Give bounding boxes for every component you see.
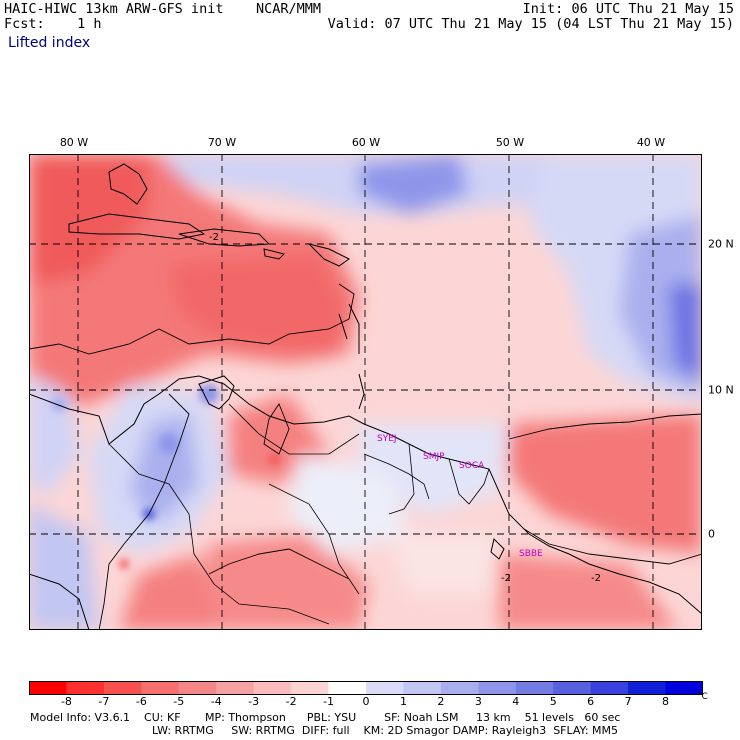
colorbar-tick-label: 5 bbox=[549, 695, 557, 708]
gridlines bbox=[29, 154, 702, 630]
header-left: HAIC-HIWC 13km ARW-GFS init NCAR/MMM Fcst… bbox=[4, 2, 321, 32]
station-smjp: SMJP bbox=[423, 452, 445, 462]
lon-label-70w: 70 W bbox=[207, 136, 237, 149]
colorbar-swatch bbox=[440, 681, 479, 695]
colorbar-swatch bbox=[590, 681, 629, 695]
colorbar-unit: °C bbox=[697, 692, 708, 702]
colorbar-swatch bbox=[328, 681, 367, 695]
model-info-line2: LW: RRTMG SW: RRTMG DIFF: full KM: 2D Sm… bbox=[152, 724, 618, 737]
colorbar-tick-label: 1 bbox=[399, 695, 407, 708]
valid-time: Valid: 07 UTC Thu 21 May 15 (04 LST Thu … bbox=[327, 16, 734, 32]
colorbar-swatch bbox=[141, 681, 180, 695]
colorbar-tick-label: 6 bbox=[587, 695, 595, 708]
field-shading bbox=[29, 154, 702, 630]
country-borders bbox=[108, 403, 490, 625]
colorbar-frame bbox=[29, 681, 703, 695]
colorbar-tick-label: -1 bbox=[323, 695, 335, 708]
lifted-index-map: SYEJ SMJP SOCA SBBE -2 -2 -2 bbox=[29, 154, 702, 630]
lat-label-eq: 0 bbox=[708, 527, 715, 541]
title-line: HAIC-HIWC 13km ARW-GFS init NCAR/MMM bbox=[4, 1, 321, 17]
colorbar-swatch bbox=[366, 681, 404, 695]
lat-label-20n: 20 N bbox=[708, 237, 734, 251]
model-info-line1: Model Info: V3.6.1 CU: KF MP: Thompson P… bbox=[30, 711, 621, 724]
colorbar-swatch bbox=[478, 681, 517, 695]
colorbar-swatch bbox=[253, 681, 292, 695]
colorbar-swatch bbox=[216, 681, 255, 695]
colorbar-tick-label: -3 bbox=[248, 695, 260, 708]
station-syej: SYEJ bbox=[377, 434, 397, 444]
colorbar-swatch bbox=[515, 681, 554, 695]
contours bbox=[29, 283, 702, 630]
colorbar-tick-label: -8 bbox=[60, 695, 72, 708]
field-name: Lifted index bbox=[8, 35, 91, 51]
colorbar-tick-label: -4 bbox=[210, 695, 222, 708]
colorbar-swatch bbox=[66, 681, 105, 695]
colorbar bbox=[29, 681, 703, 695]
colorbar-tick-label: 8 bbox=[662, 695, 670, 708]
station-labels: SYEJ SMJP SOCA SBBE bbox=[377, 434, 543, 559]
forecast-hour: Fcst: 1 h bbox=[4, 16, 102, 32]
colorbar-tick-label: -5 bbox=[173, 695, 185, 708]
colorbar-tick-label: 2 bbox=[437, 695, 445, 708]
colorbar-swatch bbox=[628, 681, 667, 695]
contour-label: -2 bbox=[501, 573, 511, 584]
lon-label-50w: 50 W bbox=[495, 136, 525, 149]
colorbar-swatch bbox=[103, 681, 142, 695]
station-sbbe: SBBE bbox=[519, 549, 543, 559]
init-time: Init: 06 UTC Thu 21 May 15 bbox=[522, 1, 734, 17]
colorbar-swatch bbox=[178, 681, 217, 695]
lat-label-10n: 10 N bbox=[708, 383, 734, 397]
lon-label-40w: 40 W bbox=[636, 136, 666, 149]
colorbar-tick-label: -7 bbox=[98, 695, 110, 708]
colorbar-tick-label: -2 bbox=[285, 695, 297, 708]
lon-label-60w: 60 W bbox=[351, 136, 381, 149]
colorbar-swatch bbox=[29, 681, 67, 695]
contour-label: -2 bbox=[591, 573, 601, 584]
colorbar-tick-label: 3 bbox=[474, 695, 482, 708]
colorbar-tick-label: 0 bbox=[362, 695, 370, 708]
header-right: Init: 06 UTC Thu 21 May 15 Valid: 07 UTC … bbox=[328, 2, 734, 32]
colorbar-tick-label: -6 bbox=[135, 695, 147, 708]
contour-labels: -2 -2 -2 bbox=[209, 232, 601, 584]
station-soca: SOCA bbox=[459, 461, 485, 471]
colorbar-swatch bbox=[553, 681, 592, 695]
colorbar-tick-label: 4 bbox=[512, 695, 520, 708]
map-frame bbox=[29, 154, 702, 630]
colorbar-swatch bbox=[403, 681, 442, 695]
colorbar-tick-label: 7 bbox=[624, 695, 632, 708]
lon-label-80w: 80 W bbox=[59, 136, 89, 149]
colorbar-swatch bbox=[291, 681, 330, 695]
contour-label: -2 bbox=[209, 232, 219, 243]
field-detail bbox=[51, 384, 280, 569]
colorbar-swatch bbox=[665, 681, 703, 695]
